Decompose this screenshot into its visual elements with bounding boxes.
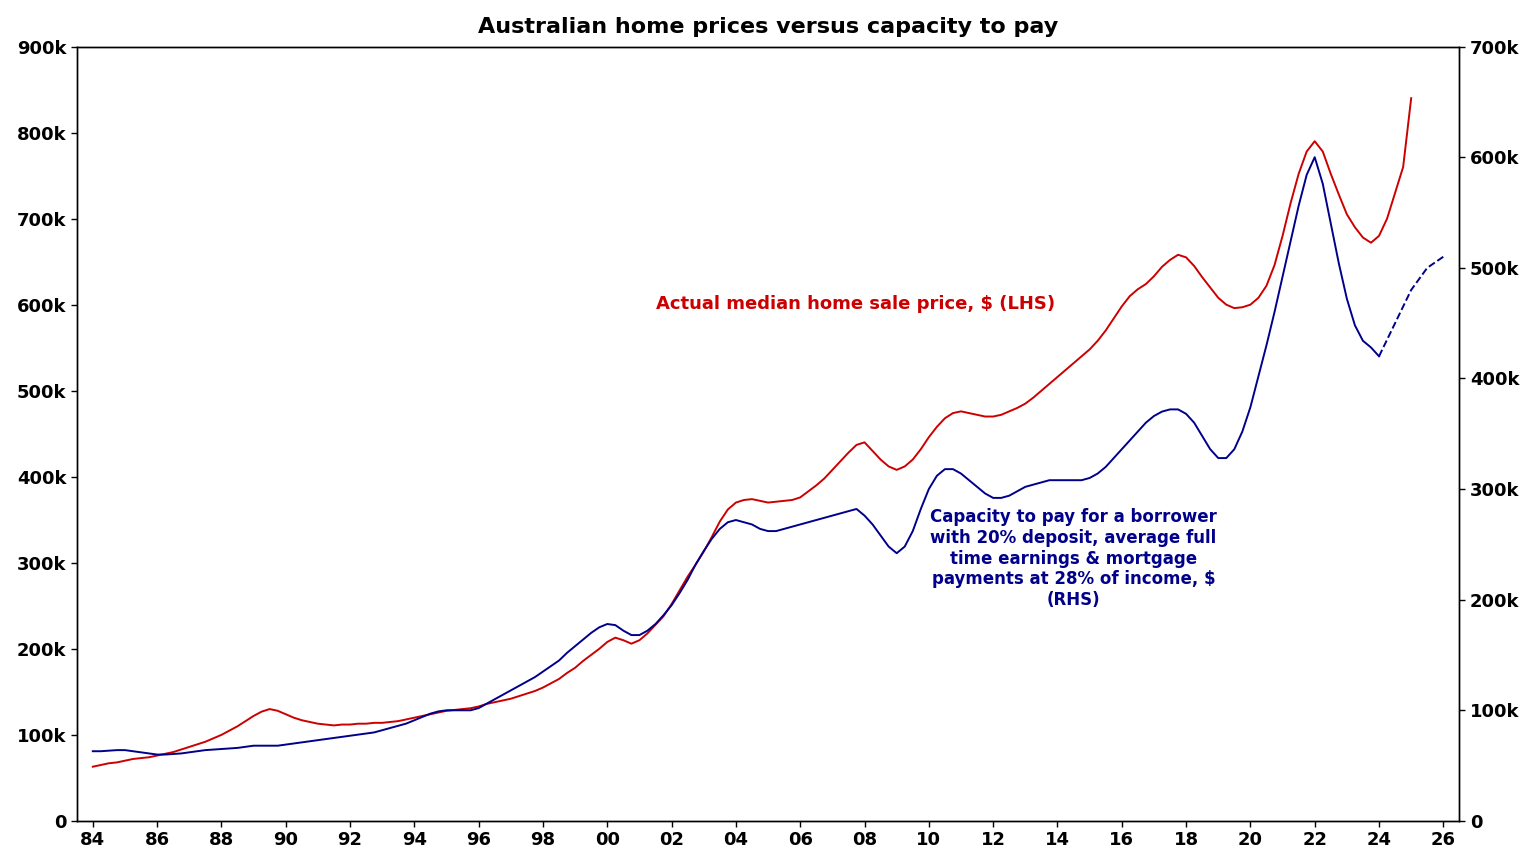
Text: Capacity to pay for a borrower
with 20% deposit, average full
time earnings & mo: Capacity to pay for a borrower with 20% … [931, 508, 1217, 609]
Text: Actual median home sale price, $ (LHS): Actual median home sale price, $ (LHS) [656, 295, 1055, 313]
Title: Australian home prices versus capacity to pay: Australian home prices versus capacity t… [478, 16, 1058, 36]
